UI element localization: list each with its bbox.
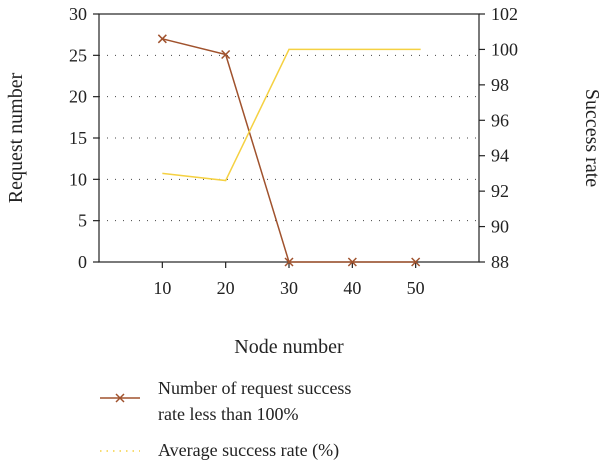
data-point-marker [157,34,167,44]
y2-tick-label: 98 [491,75,509,95]
series-line-1 [162,48,421,182]
data-point-marker [411,257,421,267]
data-point-marker [221,49,231,60]
y-axis-label: Request number [5,72,27,203]
legend-label-request-line1: Number of request success [158,378,351,398]
y2-tick-label: 94 [491,146,509,166]
y-tick-label: 20 [69,87,87,107]
series-layer [157,34,421,267]
y2-tick-label: 90 [491,217,509,237]
x-tick-label: 10 [153,278,171,298]
y2-tick-label: 100 [491,39,518,59]
x-tick-label: 50 [407,278,425,298]
y-tick-label: 10 [69,169,87,189]
right-axis-ticks: 88 90 92 94 96 98 100 102 [479,4,518,272]
series-line-0 [162,38,416,263]
y2-tick-label: 102 [491,4,518,24]
x-tick-label: 40 [343,278,361,298]
x-tick-label: 30 [280,278,298,298]
y2-tick-label: 96 [491,110,509,130]
x-axis-ticks: 10 20 30 40 50 [153,262,425,298]
grid-lines [99,54,479,222]
y-tick-label: 30 [69,4,87,24]
legend: Number of request success rate less than… [100,378,351,461]
data-point-marker [284,257,294,267]
y-tick-label: 5 [78,211,87,231]
y-tick-label: 15 [69,128,87,148]
x-axis-label: Node number [234,336,344,358]
y2-tick-label: 92 [491,181,509,201]
y-tick-label: 0 [78,252,87,272]
y2-tick-label: 88 [491,252,509,272]
y-tick-label: 25 [69,45,87,65]
y2-axis-label: Success rate [581,89,600,187]
legend-label-average: Average success rate (%) [158,440,339,461]
left-axis-ticks: 0 5 10 15 20 25 30 [69,4,99,272]
x-tick-label: 20 [217,278,235,298]
data-point-marker [347,257,357,267]
legend-marker-x [115,393,125,403]
legend-label-request-line2: rate less than 100% [158,404,298,424]
